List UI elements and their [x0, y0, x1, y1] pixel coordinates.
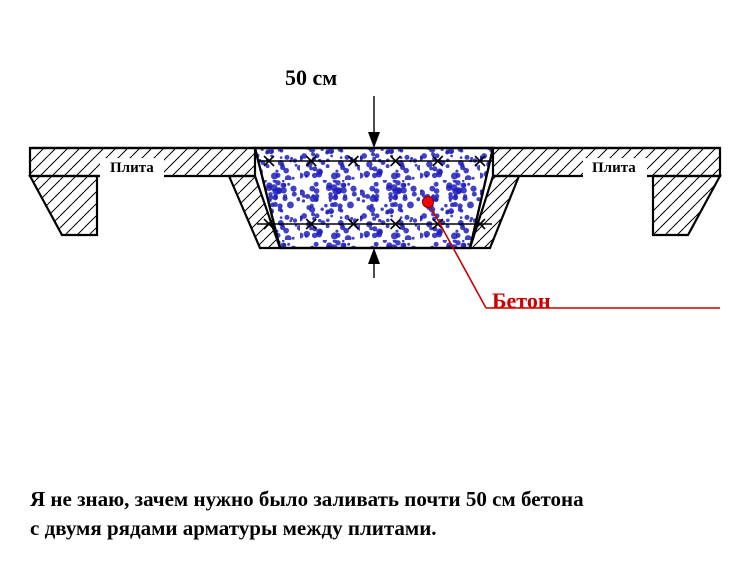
concrete-label: Бетон — [492, 288, 551, 314]
caption-line2: с двумя рядами арматуры между плитами. — [30, 516, 437, 540]
diagram-canvas — [0, 0, 754, 566]
caption-text: Я не знаю, зачем нужно было заливать поч… — [30, 485, 710, 544]
concrete-fill — [255, 148, 493, 248]
left-slab-label: Плита — [110, 160, 154, 177]
right-slab-label: Плита — [592, 160, 636, 177]
dimension-label: 50 см — [285, 65, 337, 91]
caption-line1: Я не знаю, зачем нужно было заливать поч… — [30, 487, 584, 511]
